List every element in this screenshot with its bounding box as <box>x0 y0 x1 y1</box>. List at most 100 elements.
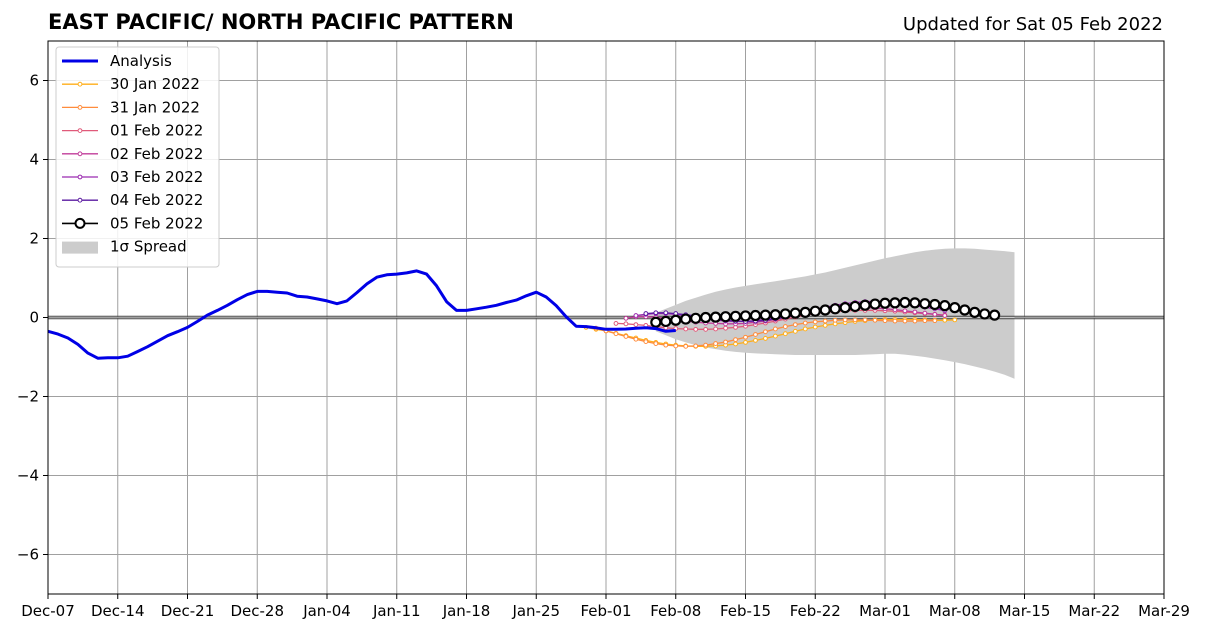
point-05-feb-2022 <box>650 316 662 328</box>
point-30-jan-2022 <box>743 339 748 345</box>
x-tick-label: Jan-18 <box>442 602 491 620</box>
point-02-feb-2022 <box>623 315 629 321</box>
point-31-jan-2022 <box>792 322 798 328</box>
legend-swatch-marker <box>77 81 83 87</box>
point-01-feb-2022 <box>713 326 719 332</box>
y-tick-label: 0 <box>29 309 39 327</box>
point-01-feb-2022 <box>723 325 728 331</box>
point-31-jan-2022 <box>812 319 818 325</box>
point-31-jan-2022 <box>663 342 669 348</box>
point-05-feb-2022 <box>759 309 772 321</box>
point-04-feb-2022 <box>663 310 669 316</box>
x-tick-label: Dec-07 <box>21 602 75 620</box>
chart-subtitle: Updated for Sat 05 Feb 2022 <box>903 14 1163 35</box>
point-01-feb-2022 <box>683 326 689 332</box>
point-30-jan-2022 <box>822 323 828 328</box>
point-05-feb-2022 <box>680 313 692 325</box>
x-tick-label: Mar-29 <box>1138 602 1190 620</box>
point-31-jan-2022 <box>613 331 619 337</box>
legend-label: 05 Feb 2022 <box>110 214 203 232</box>
point-05-feb-2022 <box>739 310 752 322</box>
legend-swatch-marker <box>77 174 83 180</box>
x-tick-label: Feb-01 <box>580 602 631 620</box>
legend-label: 02 Feb 2022 <box>110 145 203 163</box>
analysis-line <box>47 269 676 360</box>
point-05-feb-2022 <box>769 309 781 321</box>
legend-swatch-marker <box>77 105 83 110</box>
point-01-feb-2022 <box>693 326 699 332</box>
point-05-feb-2022 <box>969 306 981 318</box>
point-30-jan-2022 <box>792 328 798 334</box>
point-31-jan-2022 <box>673 343 679 349</box>
point-05-feb-2022 <box>919 298 931 310</box>
point-05-feb-2022 <box>899 296 911 309</box>
point-01-feb-2022 <box>613 321 619 326</box>
legend-label: 03 Feb 2022 <box>110 168 203 186</box>
point-05-feb-2022 <box>799 306 811 318</box>
point-05-feb-2022 <box>670 314 682 326</box>
point-30-jan-2022 <box>812 324 818 330</box>
point-05-feb-2022 <box>729 310 742 322</box>
point-05-feb-2022 <box>959 304 971 316</box>
point-02-feb-2022 <box>942 313 948 318</box>
point-05-feb-2022 <box>909 297 921 309</box>
y-tick-label: −4 <box>17 467 39 485</box>
point-05-feb-2022 <box>829 303 841 315</box>
x-tick-label: Jan-25 <box>511 602 560 620</box>
point-30-jan-2022 <box>942 317 948 323</box>
point-31-jan-2022 <box>743 334 748 340</box>
point-31-jan-2022 <box>932 318 938 324</box>
y-tick-label: −2 <box>17 388 39 406</box>
point-30-jan-2022 <box>802 326 808 332</box>
point-01-feb-2022 <box>633 322 639 328</box>
point-30-jan-2022 <box>753 338 758 343</box>
point-05-feb-2022 <box>929 298 941 311</box>
point-02-feb-2022 <box>932 311 938 317</box>
point-31-jan-2022 <box>763 329 768 335</box>
y-tick-label: 4 <box>29 151 39 169</box>
chart-title: EAST PACIFIC/ NORTH PACIFIC PATTERN <box>48 10 514 34</box>
point-31-jan-2022 <box>802 320 808 326</box>
point-30-jan-2022 <box>952 317 958 323</box>
legend-label: 30 Jan 2022 <box>110 75 200 93</box>
x-tick-label: Jan-11 <box>372 602 421 620</box>
point-03-feb-2022 <box>633 313 639 318</box>
y-tick-label: 6 <box>29 72 39 90</box>
point-05-feb-2022 <box>700 311 712 324</box>
point-31-jan-2022 <box>623 334 629 339</box>
legend-label: 31 Jan 2022 <box>110 98 200 116</box>
point-30-jan-2022 <box>763 336 768 341</box>
point-04-feb-2022 <box>643 311 649 316</box>
point-05-feb-2022 <box>809 305 821 317</box>
point-05-feb-2022 <box>949 302 961 314</box>
point-31-jan-2022 <box>892 318 898 324</box>
point-01-feb-2022 <box>623 321 629 327</box>
point-05-feb-2022 <box>989 309 1001 321</box>
point-30-jan-2022 <box>733 341 738 347</box>
point-01-feb-2022 <box>703 326 709 332</box>
point-31-jan-2022 <box>703 342 709 348</box>
point-31-jan-2022 <box>912 318 918 324</box>
x-tick-label: Feb-22 <box>790 602 841 620</box>
point-30-jan-2022 <box>772 333 778 339</box>
point-05-feb-2022 <box>939 300 951 312</box>
x-tick-label: Mar-22 <box>1068 602 1120 620</box>
point-05-feb-2022 <box>869 298 881 310</box>
point-31-jan-2022 <box>782 324 788 329</box>
point-31-jan-2022 <box>683 343 689 349</box>
x-tick-label: Feb-08 <box>650 602 701 620</box>
x-tick-label: Mar-08 <box>929 602 981 620</box>
point-31-jan-2022 <box>882 318 888 324</box>
plot-frame <box>47 40 1165 595</box>
x-tick-label: Dec-21 <box>161 602 215 620</box>
point-31-jan-2022 <box>902 318 908 324</box>
point-31-jan-2022 <box>862 317 868 323</box>
y-tick-label: −6 <box>17 546 39 564</box>
legend-swatch-marker <box>77 197 83 203</box>
x-tick-label: Dec-14 <box>91 602 145 620</box>
x-tick-label: Mar-15 <box>999 602 1051 620</box>
legend-swatch-spread <box>62 241 98 254</box>
point-04-feb-2022 <box>653 310 659 316</box>
point-31-jan-2022 <box>693 343 699 349</box>
